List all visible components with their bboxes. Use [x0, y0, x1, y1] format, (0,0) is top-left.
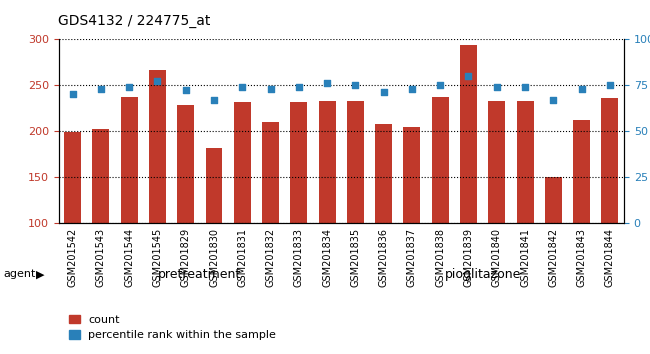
Bar — [460, 45, 477, 223]
Point — [378, 90, 389, 95]
Bar — [347, 101, 364, 223]
Legend: count, percentile rank within the sample: count, percentile rank within the sample — [64, 310, 281, 345]
Point — [491, 84, 502, 90]
Bar — [234, 102, 251, 223]
Point — [577, 86, 587, 91]
Bar — [318, 101, 335, 223]
Bar — [517, 101, 534, 223]
Point — [68, 91, 78, 97]
Point — [265, 86, 276, 91]
Point — [294, 84, 304, 90]
Bar — [488, 101, 505, 223]
Point — [237, 84, 248, 90]
Point — [520, 84, 530, 90]
Point — [152, 79, 162, 84]
Point — [407, 86, 417, 91]
Point — [322, 80, 332, 86]
Point — [181, 88, 191, 93]
Bar — [573, 120, 590, 223]
Point — [604, 82, 615, 88]
Point — [350, 82, 361, 88]
Point — [209, 97, 219, 103]
Text: GDS4132 / 224775_at: GDS4132 / 224775_at — [58, 14, 211, 28]
Point — [96, 86, 106, 91]
Bar — [149, 70, 166, 223]
Bar — [92, 129, 109, 223]
Bar — [177, 105, 194, 223]
Point — [548, 97, 558, 103]
Point — [435, 82, 445, 88]
Bar — [375, 124, 392, 223]
Bar — [64, 132, 81, 223]
Bar — [404, 127, 421, 223]
Text: agent: agent — [3, 269, 36, 279]
Text: pioglitazone: pioglitazone — [445, 268, 521, 281]
Point — [124, 84, 135, 90]
Bar — [291, 102, 307, 223]
Bar — [432, 97, 448, 223]
Bar — [262, 122, 279, 223]
Text: ▶: ▶ — [36, 269, 44, 279]
Text: pretreatment: pretreatment — [158, 268, 242, 281]
Bar — [601, 98, 618, 223]
Bar — [545, 177, 562, 223]
Bar — [121, 97, 138, 223]
Bar — [205, 148, 222, 223]
Point — [463, 73, 474, 79]
